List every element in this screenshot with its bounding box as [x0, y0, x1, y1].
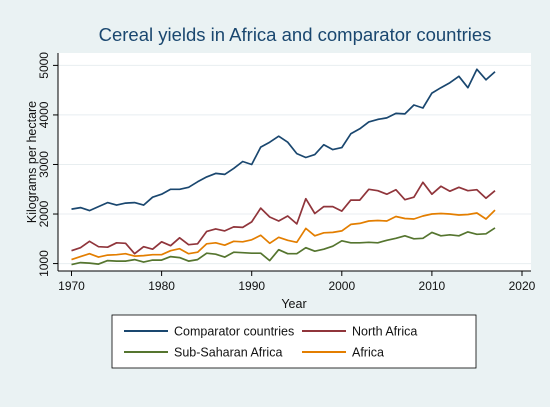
axes [57, 53, 531, 272]
legend-label-africa: Africa [352, 346, 384, 360]
x-tick-label: 1970 [58, 279, 85, 293]
y-tick-label: 4000 [37, 101, 51, 128]
y-ticks: 1000 2000 3000 4000 5000 [37, 52, 58, 277]
y-tick-label: 5000 [37, 52, 51, 79]
series-line-sub-saharan-africa [71, 227, 496, 266]
y-tick-label: 2000 [37, 200, 51, 227]
legend-box [111, 314, 477, 369]
legend-label-north-africa: North Africa [352, 325, 417, 339]
x-tick-label: 1990 [238, 279, 265, 293]
y-tick-label: 1000 [37, 250, 51, 277]
x-axis-label: Year [281, 297, 306, 311]
legend-label-sub-saharan-africa: Sub-Saharan Africa [174, 346, 282, 360]
x-ticks: 1970 1980 1990 2000 2010 2020 [58, 271, 536, 293]
x-tick-label: 2010 [419, 279, 446, 293]
series-line-africa [71, 209, 496, 261]
chart-title: Cereal yields in Africa and comparator c… [99, 24, 492, 45]
legend: Comparator countries North Africa Sub-Saha… [124, 325, 417, 360]
x-tick-label: 2000 [328, 279, 355, 293]
y-axis-label: Kilograms per hectare [25, 101, 39, 223]
x-tick-label: 1980 [148, 279, 175, 293]
plot-area [58, 53, 531, 271]
series-line-north-africa [71, 181, 496, 255]
y-tick-label: 3000 [37, 151, 51, 178]
x-tick-label: 2020 [509, 279, 536, 293]
series-line-comparator-countries [71, 68, 496, 212]
series-lines [71, 68, 496, 266]
legend-label-comparator-countries: Comparator countries [174, 325, 294, 339]
